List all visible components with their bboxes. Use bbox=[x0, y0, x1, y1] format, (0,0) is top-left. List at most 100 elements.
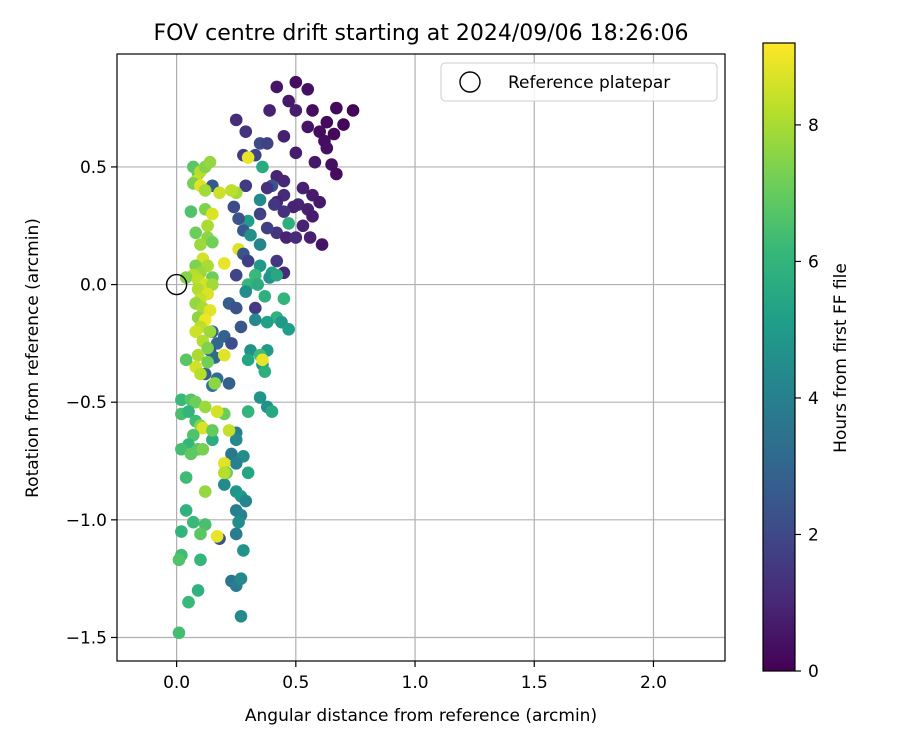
data-point bbox=[241, 405, 255, 418]
data-point bbox=[277, 130, 291, 143]
data-point bbox=[265, 405, 279, 418]
data-point bbox=[179, 271, 193, 284]
data-point bbox=[308, 155, 322, 169]
data-point bbox=[270, 254, 284, 268]
y-tick-label: 0.5 bbox=[80, 158, 107, 178]
data-point bbox=[301, 82, 315, 96]
data-point bbox=[201, 219, 214, 233]
data-point bbox=[229, 268, 243, 282]
data-point bbox=[234, 609, 248, 623]
data-point bbox=[270, 226, 284, 240]
colorbar-tick-label: 2 bbox=[808, 525, 819, 545]
data-point bbox=[260, 315, 274, 329]
data-point bbox=[201, 341, 214, 355]
data-point bbox=[175, 525, 188, 538]
data-point bbox=[189, 226, 202, 240]
data-point bbox=[253, 193, 267, 207]
data-point bbox=[239, 494, 253, 508]
data-point bbox=[229, 457, 243, 470]
data-point bbox=[241, 214, 255, 228]
data-point bbox=[330, 167, 343, 181]
data-point bbox=[213, 186, 226, 200]
colorbar-label: Hours from first FF file bbox=[831, 263, 851, 453]
colorbar-tick-label: 6 bbox=[808, 252, 819, 272]
data-point bbox=[253, 391, 267, 404]
data-point bbox=[239, 125, 253, 138]
data-point bbox=[234, 320, 248, 334]
x-tick-label: 0.5 bbox=[282, 673, 309, 693]
data-point bbox=[270, 80, 284, 94]
data-point bbox=[282, 217, 295, 230]
data-point bbox=[225, 337, 238, 350]
y-tick-label: −1.5 bbox=[66, 628, 107, 648]
data-point bbox=[217, 257, 231, 270]
data-point bbox=[203, 304, 217, 317]
data-point bbox=[330, 101, 343, 115]
x-axis-label: Angular distance from reference (arcmin) bbox=[245, 706, 597, 726]
data-point bbox=[198, 518, 212, 531]
data-point bbox=[260, 181, 274, 195]
data-point bbox=[270, 268, 284, 282]
colorbar-tick-label: 4 bbox=[808, 389, 819, 409]
data-point bbox=[241, 151, 255, 164]
data-point bbox=[244, 344, 257, 357]
data-point bbox=[182, 595, 195, 609]
data-point bbox=[186, 428, 200, 442]
data-point bbox=[282, 322, 295, 336]
data-point bbox=[320, 115, 334, 129]
plot-frame bbox=[116, 53, 726, 662]
data-point bbox=[234, 572, 248, 585]
data-point bbox=[258, 365, 272, 378]
data-point bbox=[253, 207, 267, 221]
data-point bbox=[239, 285, 253, 298]
data-point bbox=[206, 207, 219, 221]
legend-label-reference-platepar: Reference platepar bbox=[508, 73, 670, 93]
data-point bbox=[253, 259, 267, 273]
data-point bbox=[337, 118, 350, 131]
data-point bbox=[306, 210, 319, 223]
data-point bbox=[225, 184, 238, 197]
data-point bbox=[260, 137, 274, 150]
data-point bbox=[260, 221, 274, 235]
data-point bbox=[194, 238, 207, 251]
data-point bbox=[277, 292, 291, 305]
x-axis-ticks: 0.0 0.5 1.0 1.5 2.0 bbox=[163, 661, 667, 693]
data-point bbox=[346, 104, 360, 117]
data-point bbox=[206, 278, 219, 291]
data-point bbox=[210, 405, 224, 418]
data-point bbox=[301, 120, 315, 134]
colorbar: 0 2 4 6 8 Hours from first FF file bbox=[762, 42, 851, 682]
data-point bbox=[325, 158, 338, 171]
data-point bbox=[289, 231, 303, 244]
data-point bbox=[179, 353, 193, 367]
data-point bbox=[241, 353, 255, 367]
data-point bbox=[313, 125, 326, 138]
data-point bbox=[191, 282, 205, 296]
data-point bbox=[198, 184, 212, 197]
data-point bbox=[225, 447, 238, 461]
data-point bbox=[186, 515, 200, 529]
data-point bbox=[210, 530, 224, 543]
data-point bbox=[244, 228, 257, 242]
data-point bbox=[201, 355, 214, 369]
data-point bbox=[217, 348, 231, 362]
y-axis-label: Rotation from reference (arcmin) bbox=[23, 218, 43, 498]
data-point bbox=[279, 231, 293, 244]
data-point bbox=[237, 544, 250, 557]
data-point bbox=[241, 254, 255, 268]
data-point bbox=[191, 348, 205, 362]
reference-platepar-marker bbox=[165, 273, 188, 296]
data-point bbox=[256, 353, 269, 367]
data-point bbox=[256, 160, 269, 174]
data-point bbox=[206, 433, 219, 447]
data-point bbox=[248, 268, 262, 282]
x-tick-label: 1.5 bbox=[521, 673, 548, 693]
data-point bbox=[222, 377, 236, 390]
data-point bbox=[248, 313, 262, 327]
y-tick-label: −1.0 bbox=[66, 511, 107, 531]
data-point bbox=[282, 94, 295, 108]
data-point bbox=[198, 400, 212, 414]
x-tick-label: 2.0 bbox=[640, 673, 667, 693]
